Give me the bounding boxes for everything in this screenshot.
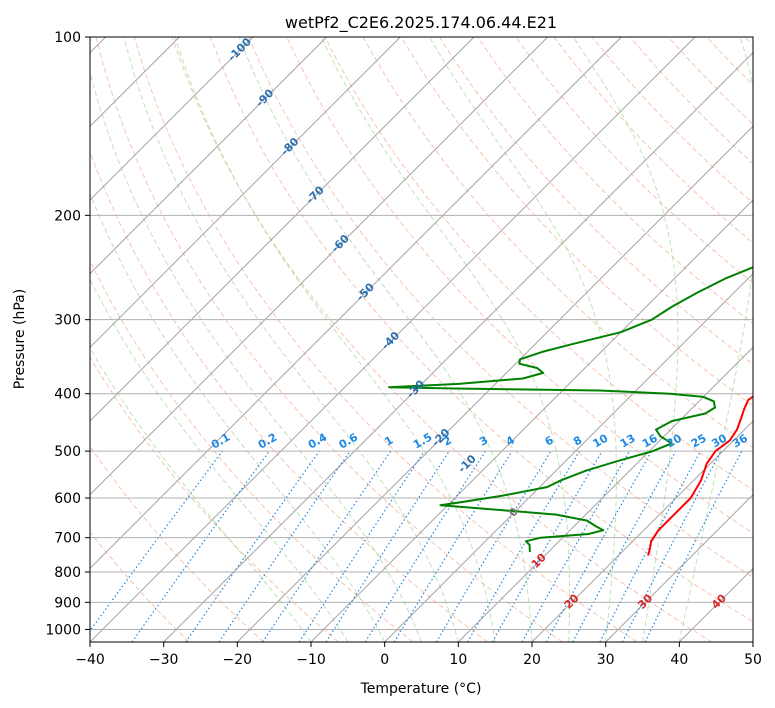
chart-title: wetPf2_C2E6.2025.174.06.44.E21 xyxy=(285,13,557,33)
x-tick-label: 10 xyxy=(449,652,467,668)
mixing-ratio-line xyxy=(572,450,677,642)
dry-adiabat xyxy=(90,531,190,642)
dry-adiabat xyxy=(515,37,753,284)
dry-adiabat xyxy=(95,37,563,642)
x-tick-label: −10 xyxy=(296,652,326,668)
x-tick-label: −40 xyxy=(75,652,105,668)
moist-adiabat xyxy=(174,37,496,642)
skewed-isotherm xyxy=(237,125,753,642)
skewed-isotherm xyxy=(310,199,753,642)
skewed-isotherm xyxy=(90,37,401,348)
x-tick-label: 30 xyxy=(597,652,615,668)
mixing-ratio-line xyxy=(218,450,351,642)
y-tick-label: 900 xyxy=(54,595,81,611)
moist-adiabat xyxy=(428,37,617,642)
skewed-isotherm xyxy=(90,37,622,569)
mixing-ratio-line xyxy=(325,450,450,642)
moist-adiabat xyxy=(90,278,349,642)
mixing-ratio-line xyxy=(393,450,513,642)
mixing-ratio-line xyxy=(521,450,631,642)
mixing-ratio-line xyxy=(185,450,320,642)
skewed-isotherm xyxy=(90,37,254,201)
skewed-isotherm xyxy=(384,273,753,642)
dewpoint-profile xyxy=(388,266,753,553)
plot-frame xyxy=(89,36,754,643)
moist-adiabat xyxy=(572,37,679,642)
y-tick-label: 200 xyxy=(54,208,81,224)
x-tick-label: −20 xyxy=(223,652,253,668)
skewed-isotherm xyxy=(605,494,753,642)
moist-adiabat xyxy=(320,37,571,642)
moist-adiabat xyxy=(678,37,753,642)
sounding-profiles xyxy=(388,266,753,556)
mixing-ratio-line xyxy=(90,450,223,632)
y-tick-label: 300 xyxy=(54,313,81,329)
x-tick-label: 50 xyxy=(744,652,762,668)
x-tick-label: 0 xyxy=(380,652,389,668)
mixing-ratio-line xyxy=(131,450,270,642)
dry-adiabat xyxy=(210,37,753,623)
skewed-isotherm xyxy=(90,37,475,422)
skewed-isotherm xyxy=(458,346,753,642)
y-tick-label: 600 xyxy=(54,491,81,507)
x-tick-label: 40 xyxy=(670,652,688,668)
dry-adiabat xyxy=(324,37,753,491)
x-tick-label: 20 xyxy=(523,652,541,668)
skewed-isotherm xyxy=(90,37,548,496)
mixing-ratio-line xyxy=(262,450,392,642)
dry-adiabat xyxy=(90,356,339,642)
y-tick-label: 1000 xyxy=(45,622,81,638)
skewed-isotherm xyxy=(90,37,696,642)
dry-adiabat xyxy=(438,37,753,366)
moist-adiabat xyxy=(123,37,459,642)
skewed-isotherm xyxy=(90,37,327,275)
dry-adiabat xyxy=(133,37,638,642)
moist-adiabat xyxy=(90,192,386,642)
skewed-isotherm xyxy=(163,52,753,642)
moist-adiabat xyxy=(238,37,533,642)
y-tick-label: 100 xyxy=(54,30,81,46)
mixing-ratio-line xyxy=(644,450,743,642)
mixing-ratio-line xyxy=(545,450,653,642)
dry-adiabat xyxy=(171,37,712,642)
x-tick-label: −30 xyxy=(149,652,179,668)
y-tick-label: 500 xyxy=(54,444,81,460)
dry-adiabat xyxy=(400,37,753,407)
y-tick-label: 400 xyxy=(54,387,81,403)
skewed-isotherm xyxy=(531,420,753,642)
y-axis-label: Pressure (hPa) xyxy=(12,289,28,389)
temperature-profile xyxy=(647,395,753,556)
dry-adiabat xyxy=(90,150,488,642)
dry-adiabat xyxy=(248,37,753,578)
dry-adiabat xyxy=(90,445,264,642)
y-tick-label: 800 xyxy=(54,565,81,581)
y-tick-label: 700 xyxy=(54,531,81,547)
x-axis-label: Temperature (°C) xyxy=(360,681,482,697)
background-reference-lines xyxy=(90,37,753,642)
mixing-ratio-line xyxy=(298,450,425,642)
